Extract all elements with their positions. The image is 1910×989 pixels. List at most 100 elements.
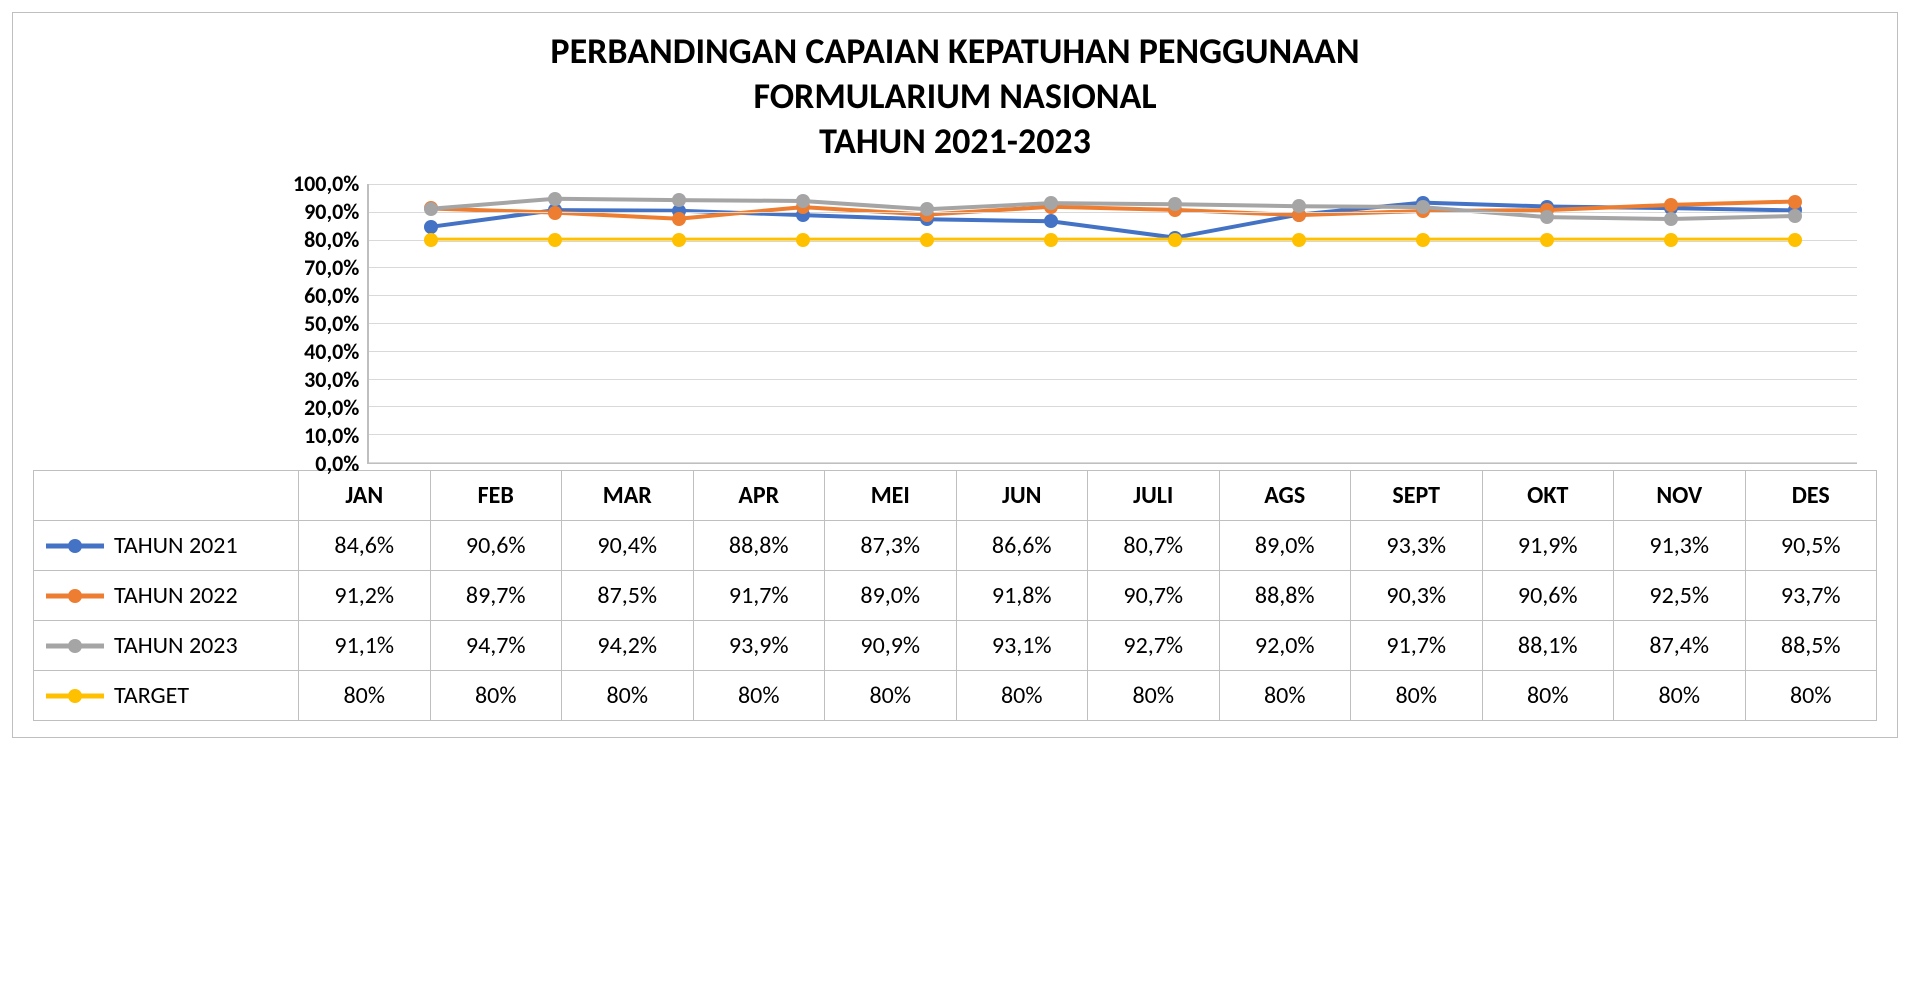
month-header: APR <box>693 471 825 521</box>
series-marker <box>548 206 562 220</box>
gridline <box>369 434 1857 435</box>
data-cell: 93,7% <box>1745 571 1877 621</box>
title-line-2: FORMULARIUM NASIONAL <box>33 74 1877 119</box>
data-cell: 80% <box>1088 671 1220 721</box>
chart-title: PERBANDINGAN CAPAIAN KEPATUHAN PENGGUNAA… <box>33 29 1877 164</box>
gridline <box>369 184 1857 185</box>
data-cell: 88,8% <box>693 521 825 571</box>
series-marker <box>1664 233 1678 247</box>
data-cell: 91,3% <box>1614 521 1746 571</box>
data-cell: 80% <box>562 671 694 721</box>
data-cell: 89,0% <box>825 571 957 621</box>
month-header: AGS <box>1219 471 1351 521</box>
data-cell: 91,7% <box>693 571 825 621</box>
series-marker <box>1292 233 1306 247</box>
data-cell: 87,4% <box>1614 621 1746 671</box>
series-marker <box>1788 209 1802 223</box>
data-cell: 90,5% <box>1745 521 1877 571</box>
series-label: TARGET <box>114 681 189 710</box>
table-row: TAHUN 2023 91,1%94,7%94,2%93,9%90,9%93,1%… <box>34 621 1877 671</box>
data-cell: 92,5% <box>1614 571 1746 621</box>
series-marker <box>1664 212 1678 226</box>
series-marker <box>1788 233 1802 247</box>
series-header-cell: TARGET <box>34 671 299 721</box>
series-header-cell: TAHUN 2021 <box>34 521 299 571</box>
series-marker <box>548 192 562 206</box>
data-cell: 94,7% <box>430 621 562 671</box>
data-cell: 80% <box>430 671 562 721</box>
data-cell: 88,1% <box>1482 621 1614 671</box>
data-cell: 89,7% <box>430 571 562 621</box>
data-cell: 87,5% <box>562 571 694 621</box>
series-marker <box>1664 198 1678 212</box>
data-cell: 93,1% <box>956 621 1088 671</box>
legend-swatch <box>46 687 104 705</box>
data-cell: 93,9% <box>693 621 825 671</box>
data-cell: 80% <box>1351 671 1483 721</box>
data-cell: 80% <box>1745 671 1877 721</box>
series-marker <box>672 233 686 247</box>
data-cell: 90,6% <box>1482 571 1614 621</box>
series-marker <box>1168 233 1182 247</box>
gridline <box>369 462 1857 463</box>
data-cell: 90,6% <box>430 521 562 571</box>
data-cell: 90,3% <box>1351 571 1483 621</box>
gridline <box>369 212 1857 213</box>
data-cell: 80% <box>1614 671 1746 721</box>
gridline <box>369 295 1857 296</box>
legend-swatch <box>46 637 104 655</box>
data-cell: 90,9% <box>825 621 957 671</box>
data-cell: 84,6% <box>299 521 431 571</box>
table-row: TAHUN 202184,6%90,6%90,4%88,8%87,3%86,6%… <box>34 521 1877 571</box>
data-cell: 80,7% <box>1088 521 1220 571</box>
table-header-row: JANFEBMARAPRMEIJUNJULIAGSSEPTOKTNOVDES <box>34 471 1877 521</box>
data-cell: 91,2% <box>299 571 431 621</box>
gridline <box>369 351 1857 352</box>
month-header: OKT <box>1482 471 1614 521</box>
series-marker <box>672 212 686 226</box>
data-cell: 80% <box>693 671 825 721</box>
gridline <box>369 240 1857 241</box>
gridline <box>369 379 1857 380</box>
series-marker <box>1416 233 1430 247</box>
data-cell: 91,1% <box>299 621 431 671</box>
series-header-cell: TAHUN 2022 <box>34 571 299 621</box>
month-header: MAR <box>562 471 694 521</box>
data-cell: 80% <box>956 671 1088 721</box>
month-header: MEI <box>825 471 957 521</box>
table-row: TARGET80%80%80%80%80%80%80%80%80%80%80%8… <box>34 671 1877 721</box>
series-marker <box>1788 195 1802 209</box>
data-cell: 80% <box>1219 671 1351 721</box>
series-marker <box>424 233 438 247</box>
data-cell: 93,3% <box>1351 521 1483 571</box>
chart-container: PERBANDINGAN CAPAIAN KEPATUHAN PENGGUNAA… <box>12 12 1898 738</box>
data-cell: 80% <box>299 671 431 721</box>
series-marker <box>796 233 810 247</box>
title-line-1: PERBANDINGAN CAPAIAN KEPATUHAN PENGGUNAA… <box>33 29 1877 74</box>
legend-swatch <box>46 537 104 555</box>
data-table: JANFEBMARAPRMEIJUNJULIAGSSEPTOKTNOVDES T… <box>33 470 1877 721</box>
data-cell: 90,7% <box>1088 571 1220 621</box>
table-row: TAHUN 202291,2%89,7%87,5%91,7%89,0%91,8%… <box>34 571 1877 621</box>
data-cell: 88,5% <box>1745 621 1877 671</box>
series-marker <box>1044 233 1058 247</box>
series-label: TAHUN 2021 <box>114 531 238 560</box>
data-cell: 91,7% <box>1351 621 1483 671</box>
series-marker <box>1540 233 1554 247</box>
series-header-cell: TAHUN 2023 <box>34 621 299 671</box>
data-cell: 89,0% <box>1219 521 1351 571</box>
data-cell: 91,8% <box>956 571 1088 621</box>
month-header: FEB <box>430 471 562 521</box>
y-axis: 100,0%90,0%80,0%70,0%60,0%50,0%40,0%30,0… <box>293 184 367 464</box>
series-label: TAHUN 2023 <box>114 631 238 660</box>
data-cell: 90,4% <box>562 521 694 571</box>
table-corner-cell <box>34 471 299 521</box>
month-header: DES <box>1745 471 1877 521</box>
data-cell: 94,2% <box>562 621 694 671</box>
data-cell: 92,7% <box>1088 621 1220 671</box>
gridline <box>369 406 1857 407</box>
title-line-3: TAHUN 2021-2023 <box>33 119 1877 164</box>
gridline <box>369 323 1857 324</box>
month-header: SEPT <box>1351 471 1483 521</box>
series-marker <box>424 220 438 234</box>
